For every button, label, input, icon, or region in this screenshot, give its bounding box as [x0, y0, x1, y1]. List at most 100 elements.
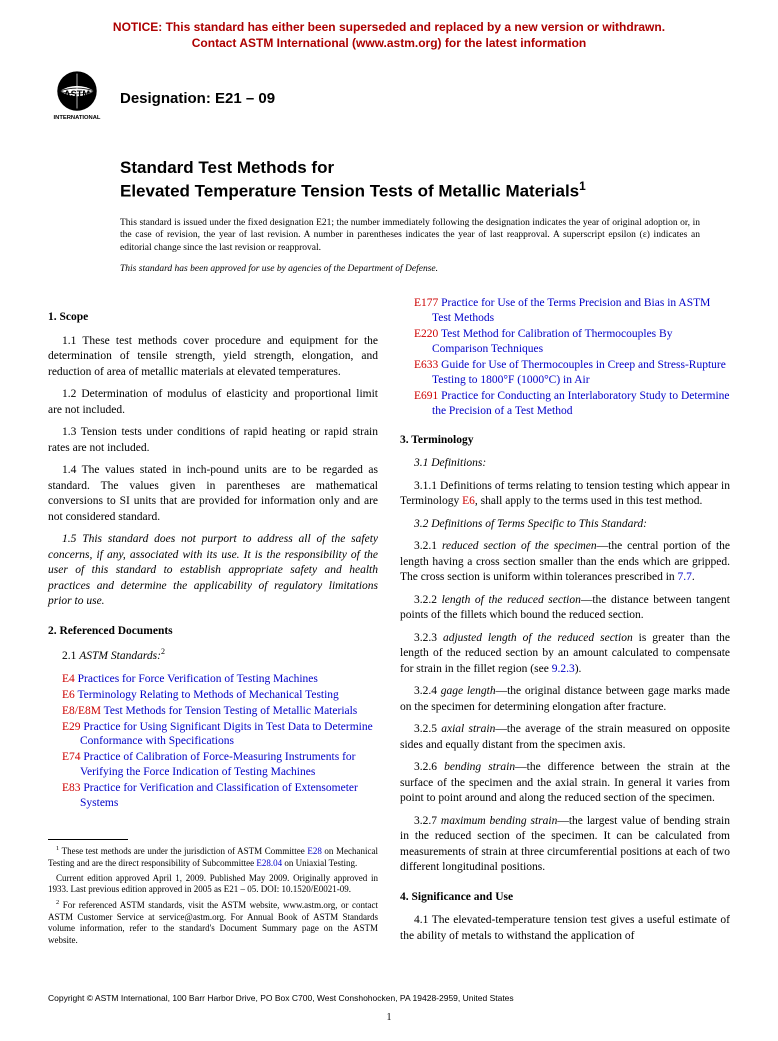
ref-code: E177 [414, 297, 438, 309]
fn1-a: These test methods are under the jurisdi… [62, 846, 308, 856]
fn2-text: For referenced ASTM standards, visit the… [48, 900, 378, 945]
title-sup: 1 [579, 179, 586, 193]
term-3-1: 3.1 Definitions: [400, 456, 730, 472]
scope-1-3: 1.3 Tension tests under conditions of ra… [48, 425, 378, 456]
footnote-1: 1 These test methods are under the juris… [48, 845, 378, 869]
term-3-2-4: 3.2.4 gage length—the original distance … [400, 684, 730, 715]
ref-item[interactable]: E74 Practice of Calibration of Force-Mea… [80, 750, 378, 780]
t311b: , shall apply to the terms used in this … [475, 495, 702, 507]
t324num: 3.2.4 [414, 685, 441, 697]
t321b: . [692, 571, 695, 583]
designation-text: Designation: E21 – 09 [120, 90, 275, 107]
t321ref[interactable]: 7.7 [678, 571, 692, 583]
ref-link: Practices for Force Verification of Test… [78, 673, 318, 685]
ref-item[interactable]: E633 Guide for Use of Thermocouples in C… [432, 358, 730, 388]
term-head: 3. Terminology [400, 433, 730, 449]
ref-item[interactable]: E8/E8M Test Methods for Tension Testing … [80, 704, 378, 719]
page-container: NOTICE: This standard has either been su… [0, 0, 778, 981]
footnote-rule [48, 839, 128, 840]
ref-item[interactable]: E177 Practice for Use of the Terms Preci… [432, 296, 730, 326]
ref-link: Practice for Using Significant Digits in… [80, 721, 373, 748]
scope-1-4: 1.4 The values stated in inch-pound unit… [48, 463, 378, 525]
right-column: E177 Practice for Use of the Terms Preci… [400, 296, 730, 951]
term-3-2-3: 3.2.3 adjusted length of the reduced sec… [400, 631, 730, 678]
ref-code: E4 [62, 673, 75, 685]
ref-link: Terminology Relating to Methods of Mecha… [77, 689, 338, 701]
scope-head: 1. Scope [48, 310, 378, 326]
ref-item[interactable]: E220 Test Method for Calibration of Ther… [432, 327, 730, 357]
fn1-ref2[interactable]: E28.04 [256, 858, 282, 868]
ref-item[interactable]: E29 Practice for Using Significant Digit… [80, 720, 378, 750]
fn1-c: on Uniaxial Testing. [282, 858, 357, 868]
ref-code: E83 [62, 782, 81, 794]
issuance-note: This standard is issued under the fixed … [120, 217, 700, 254]
term-3-1-1: 3.1.1 Definitions of terms relating to t… [400, 479, 730, 510]
ref-link: Practice for Use of the Terms Precision … [432, 297, 710, 324]
refs-2-1-num: 2.1 [62, 650, 79, 662]
ref-link: Practice of Calibration of Force-Measuri… [80, 751, 356, 778]
ref-code: E6 [62, 689, 75, 701]
dod-note: This standard has been approved for use … [120, 264, 730, 274]
footnote-1b: Current edition approved April 1, 2009. … [48, 873, 378, 896]
ref-item[interactable]: E4 Practices for Force Verification of T… [80, 672, 378, 687]
notice-banner: NOTICE: This standard has either been su… [48, 20, 730, 51]
t325term: axial strain [441, 723, 495, 735]
refs-2-1: 2.1 ASTM Standards:2 [48, 647, 378, 664]
t326num: 3.2.6 [414, 761, 444, 773]
ref-code: E691 [414, 390, 438, 402]
scope-1-1: 1.1 These test methods cover procedure a… [48, 334, 378, 381]
ref-link: Practice for Verification and Classifica… [80, 782, 358, 809]
ref-code: E74 [62, 751, 81, 763]
ref-link: Test Method for Calibration of Thermocou… [432, 328, 672, 355]
t327num: 3.2.7 [414, 815, 441, 827]
t323term: adjusted length of the reduced section [443, 632, 633, 644]
t326term: bending strain [444, 761, 515, 773]
term-3-2-1: 3.2.1 reduced section of the specimen—th… [400, 539, 730, 586]
astm-logo: ASTM INTERNATIONAL [48, 69, 106, 127]
header-row: ASTM INTERNATIONAL Designation: E21 – 09 [48, 69, 730, 127]
ref-link: Guide for Use of Thermocouples in Creep … [432, 359, 726, 386]
svg-text:ASTM: ASTM [64, 89, 91, 99]
term-3-2-7: 3.2.7 maximum bending strain—the largest… [400, 814, 730, 876]
t322term: length of the reduced section [442, 594, 581, 606]
ref-item[interactable]: E691 Practice for Conducting an Interlab… [432, 389, 730, 419]
svg-text:INTERNATIONAL: INTERNATIONAL [54, 115, 101, 121]
refs-2-1-label: ASTM Standards: [79, 650, 161, 662]
term-3-2-6: 3.2.6 bending strain—the difference betw… [400, 760, 730, 807]
sig-head: 4. Significance and Use [400, 890, 730, 906]
scope-1-5: 1.5 This standard does not purport to ad… [48, 532, 378, 610]
fn1-ref1[interactable]: E28 [307, 846, 322, 856]
ref-link: Test Methods for Tension Testing of Meta… [104, 705, 358, 717]
t323num: 3.2.3 [414, 632, 443, 644]
t311ref[interactable]: E6 [462, 495, 475, 507]
refs-sup: 2 [161, 647, 165, 656]
refs-head: 2. Referenced Documents [48, 624, 378, 640]
notice-line2: Contact ASTM International (www.astm.org… [192, 36, 586, 50]
ref-link: Practice for Conducting an Interlaborato… [432, 390, 730, 417]
title: Standard Test Methods for Elevated Tempe… [120, 157, 730, 203]
footnote-2: 2 For referenced ASTM standards, visit t… [48, 899, 378, 947]
columns: 1. Scope 1.1 These test methods cover pr… [48, 296, 730, 951]
left-column: 1. Scope 1.1 These test methods cover pr… [48, 296, 378, 951]
scope-1-2: 1.2 Determination of modulus of elastici… [48, 387, 378, 418]
term-3-2-2: 3.2.2 length of the reduced section—the … [400, 593, 730, 624]
ref-item[interactable]: E83 Practice for Verification and Classi… [80, 781, 378, 811]
t323b: ). [575, 663, 582, 675]
page-number: 1 [0, 1012, 778, 1023]
title-line1: Standard Test Methods for [120, 158, 334, 177]
t322num: 3.2.2 [414, 594, 442, 606]
t321term: reduced section of the specimen [442, 540, 597, 552]
copyright: Copyright © ASTM International, 100 Barr… [48, 993, 514, 1003]
term-3-2: 3.2 Definitions of Terms Specific to Thi… [400, 517, 730, 533]
notice-line1: NOTICE: This standard has either been su… [113, 20, 665, 34]
ref-code: E8/E8M [62, 705, 101, 717]
t327term: maximum bending strain [441, 815, 557, 827]
term-3-2-5: 3.2.5 axial strain—the average of the st… [400, 722, 730, 753]
title-line2: Elevated Temperature Tension Tests of Me… [120, 182, 579, 201]
ref-code: E29 [62, 721, 81, 733]
t325num: 3.2.5 [414, 723, 441, 735]
sig-4-1: 4.1 The elevated-temperature tension tes… [400, 913, 730, 944]
t324term: gage length [441, 685, 496, 697]
ref-item[interactable]: E6 Terminology Relating to Methods of Me… [80, 688, 378, 703]
t323ref[interactable]: 9.2.3 [552, 663, 575, 675]
